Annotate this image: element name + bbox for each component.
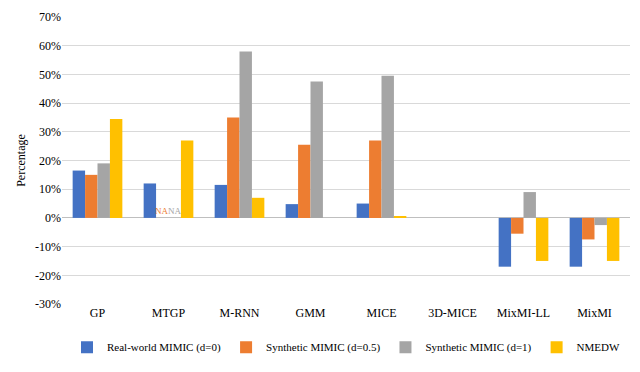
svg-text:70%: 70% xyxy=(39,10,61,24)
svg-text:Synthetic MIMIC (d=0.5): Synthetic MIMIC (d=0.5) xyxy=(266,341,380,354)
svg-text:60%: 60% xyxy=(39,39,61,53)
svg-text:Synthetic MIMIC (d=1): Synthetic MIMIC (d=1) xyxy=(425,341,531,354)
svg-text:NA: NA xyxy=(168,206,181,216)
svg-text:0%: 0% xyxy=(45,211,61,225)
svg-text:-20%: -20% xyxy=(35,269,61,283)
svg-text:M-RNN: M-RNN xyxy=(219,306,259,320)
svg-text:NA: NA xyxy=(155,206,168,216)
svg-text:Percentage: Percentage xyxy=(14,134,28,187)
svg-text:-10%: -10% xyxy=(35,240,61,254)
svg-text:GP: GP xyxy=(90,306,106,320)
svg-text:MTGP: MTGP xyxy=(152,306,186,320)
svg-text:-30%: -30% xyxy=(35,297,61,311)
svg-text:40%: 40% xyxy=(39,96,61,110)
svg-text:MixMI-LL: MixMI-LL xyxy=(497,306,550,320)
svg-text:3D-MICE: 3D-MICE xyxy=(428,306,477,320)
svg-text:30%: 30% xyxy=(39,125,61,139)
svg-text:10%: 10% xyxy=(39,182,61,196)
svg-text:20%: 20% xyxy=(39,154,61,168)
svg-text:MixMI: MixMI xyxy=(577,306,612,320)
svg-text:GMM: GMM xyxy=(295,306,325,320)
svg-text:Real-world MIMIC (d=0): Real-world MIMIC (d=0) xyxy=(107,341,221,354)
svg-text:50%: 50% xyxy=(39,68,61,82)
svg-text:NMEDW: NMEDW xyxy=(577,341,620,353)
svg-text:MICE: MICE xyxy=(367,306,397,320)
